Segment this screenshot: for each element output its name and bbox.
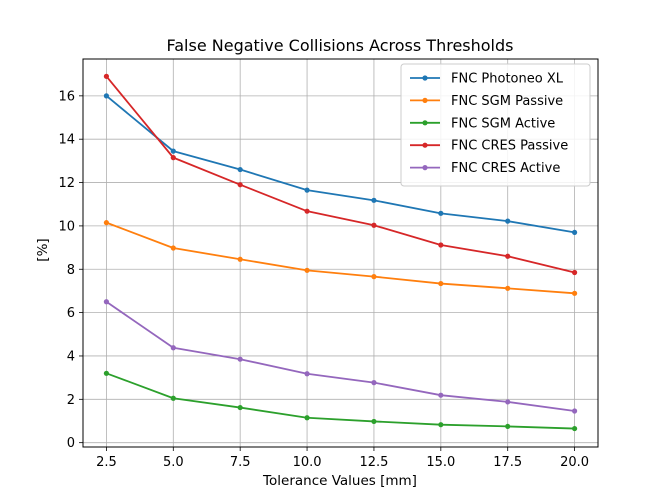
data-point-fnc-sgm-passive	[571, 290, 578, 296]
y-tick-label: 4	[67, 349, 75, 364]
data-point-fnc-photoneo-xl	[237, 166, 243, 173]
data-point-fnc-cres-active	[103, 299, 110, 305]
data-point-fnc-cres-active	[237, 356, 243, 362]
data-point-fnc-cres-active	[438, 392, 444, 398]
data-point-fnc-cres-active	[304, 371, 310, 377]
y-tick-label: 2	[67, 393, 75, 408]
y-tick-label: 6	[67, 306, 75, 321]
data-point-fnc-photoneo-xl	[371, 197, 377, 203]
data-point-fnc-sgm-passive	[505, 285, 511, 291]
legend-item-fnc-cres-active: FNC CRES Active	[410, 161, 560, 176]
y-tick-label: 0	[67, 436, 75, 451]
data-point-fnc-sgm-passive	[438, 280, 444, 287]
x-tick-label: 17.5	[493, 455, 522, 470]
series-line-fnc-photoneo-xl	[105, 95, 575, 234]
data-point-fnc-cres-passive	[571, 269, 578, 276]
data-point-fnc-cres-passive	[237, 182, 243, 188]
legend-label: FNC SGM Active	[451, 116, 555, 131]
data-point-fnc-cres-passive	[371, 222, 377, 228]
x-tick-label: 5.0	[163, 455, 184, 470]
x-tick-label: 10.0	[293, 455, 322, 470]
data-point-fnc-sgm-active	[371, 418, 377, 425]
data-point-fnc-photoneo-xl	[170, 148, 176, 154]
legend-marker	[422, 165, 428, 171]
y-axis-label: [%]	[35, 238, 51, 261]
data-point-fnc-sgm-active	[170, 395, 176, 401]
data-point-fnc-cres-active	[371, 380, 377, 386]
legend: FNC Photoneo XL FNC SGM Passive FNC SGM Ac…	[400, 63, 591, 187]
x-tick-label: 15.0	[426, 455, 455, 470]
series-fnc-photoneo-xl	[103, 93, 578, 236]
legend-item-fnc-cres-passive: FNC CRES Passive	[410, 139, 568, 154]
series-line-fnc-cres-active	[105, 301, 575, 412]
data-point-fnc-cres-passive	[170, 155, 176, 161]
data-point-fnc-photoneo-xl	[571, 229, 578, 236]
legend-marker	[422, 120, 428, 126]
x-tick-label: 12.5	[359, 455, 388, 470]
ticks-layer: 2.5 5.0 7.5 10.0 12.5 15.0 17.5 20.0 0 2 4 6 8 10 12 14…	[58, 89, 589, 470]
data-point-fnc-photoneo-xl	[304, 187, 310, 193]
data-point-fnc-sgm-active	[505, 423, 511, 430]
chart-title: False Negative Collisions Across Thresho…	[167, 36, 514, 55]
data-point-fnc-photoneo-xl	[505, 218, 511, 224]
data-point-fnc-cres-passive	[505, 253, 511, 259]
data-point-fnc-cres-active	[505, 399, 511, 405]
series-fnc-sgm-active	[103, 370, 578, 432]
data-point-fnc-cres-passive	[304, 208, 310, 214]
y-tick-label: 16	[58, 89, 75, 104]
legend-box	[400, 63, 591, 187]
x-tick-label: 20.0	[560, 455, 589, 470]
data-point-fnc-sgm-passive	[304, 267, 310, 273]
y-tick-label: 12	[58, 176, 75, 191]
x-axis-label: Tolerance Values [mm]	[262, 473, 417, 489]
data-point-fnc-sgm-passive	[237, 256, 243, 262]
series-fnc-cres-active	[103, 299, 578, 414]
x-tick-label: 2.5	[96, 455, 117, 470]
series-layer	[103, 73, 578, 432]
y-tick-label: 10	[58, 219, 75, 234]
legend-label: FNC CRES Active	[451, 161, 560, 176]
y-tick-label: 8	[67, 263, 75, 278]
legend-item-fnc-photoneo-xl: FNC Photoneo XL	[410, 72, 564, 87]
data-point-fnc-cres-passive	[438, 242, 444, 248]
data-point-fnc-cres-active	[170, 345, 176, 351]
series-fnc-cres-passive	[103, 73, 578, 276]
plot-frame	[82, 58, 599, 448]
legend-label: FNC SGM Passive	[451, 94, 563, 109]
series-line-fnc-cres-passive	[105, 75, 575, 274]
data-point-fnc-sgm-passive	[103, 220, 110, 226]
data-point-fnc-sgm-passive	[371, 274, 377, 280]
data-point-fnc-sgm-active	[571, 425, 578, 432]
series-line-fnc-sgm-active	[106, 372, 575, 430]
data-point-fnc-cres-passive	[103, 73, 110, 79]
data-point-fnc-photoneo-xl	[438, 210, 444, 216]
data-point-fnc-cres-active	[571, 408, 578, 414]
data-point-fnc-photoneo-xl	[103, 93, 110, 99]
legend-marker	[422, 142, 428, 148]
legend-marker	[422, 75, 428, 81]
series-line-fnc-sgm-passive	[106, 221, 575, 295]
y-tick-label: 14	[58, 133, 75, 148]
data-point-fnc-sgm-active	[304, 415, 310, 421]
data-point-fnc-sgm-active	[438, 422, 444, 428]
data-point-fnc-sgm-passive	[170, 245, 176, 251]
data-point-fnc-sgm-active	[103, 370, 110, 376]
legend-item-fnc-sgm-active: FNC SGM Active	[410, 116, 555, 131]
legend-item-fnc-sgm-passive: FNC SGM Passive	[410, 94, 563, 109]
x-tick-label: 7.5	[230, 455, 251, 470]
legend-label: FNC Photoneo XL	[451, 72, 564, 87]
legend-marker	[422, 97, 428, 103]
data-point-fnc-sgm-active	[237, 404, 243, 411]
series-fnc-sgm-passive	[103, 220, 578, 296]
legend-label: FNC CRES Passive	[451, 139, 568, 154]
